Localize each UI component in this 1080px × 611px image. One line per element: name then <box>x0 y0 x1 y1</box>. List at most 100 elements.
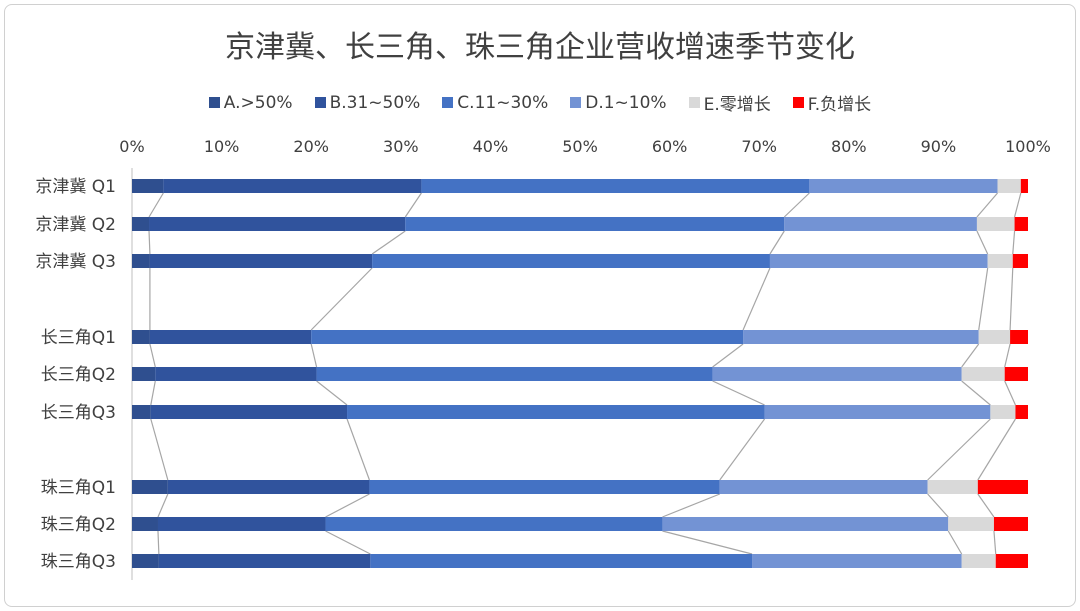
bar-segment <box>769 254 988 268</box>
series-connector-line <box>404 192 422 218</box>
bar-segment <box>370 554 753 568</box>
legend-item: C.11~30% <box>442 90 548 115</box>
bar-segment <box>150 405 348 419</box>
series-connector-line <box>1013 192 1022 218</box>
category-label: 长三角Q1 <box>41 328 116 348</box>
series-connector-line <box>712 343 744 368</box>
series-connector-line <box>976 230 989 255</box>
series-connector-line <box>148 192 164 218</box>
category-label: 京津冀 Q3 <box>35 252 116 272</box>
bar-segment <box>784 217 977 231</box>
bar-segment <box>132 480 168 494</box>
category-label: 珠三角Q3 <box>41 552 116 572</box>
bar-segment <box>149 254 373 268</box>
legend-swatch <box>442 97 454 108</box>
bar-segment <box>421 179 810 193</box>
bar-segment <box>149 217 406 231</box>
bar-segment <box>978 330 1011 344</box>
bar-segment <box>311 330 744 344</box>
series-connector-line <box>316 380 348 406</box>
bar-segment <box>809 179 998 193</box>
series-connector-line <box>150 380 156 406</box>
legend-swatch <box>792 97 804 108</box>
category-label: 珠三角Q2 <box>41 515 116 535</box>
bar-segment <box>961 554 996 568</box>
series-connector-line <box>310 267 373 331</box>
bar-segment <box>987 254 1013 268</box>
legend-item: D.1~10% <box>570 90 667 115</box>
series-connector-line <box>769 230 785 255</box>
bar-segment <box>1012 254 1028 268</box>
series-connector-line <box>1012 230 1016 255</box>
series-connector-line <box>325 493 370 518</box>
bar-segment <box>155 367 317 381</box>
chart-frame <box>4 4 1076 607</box>
legend-label: A.>50% <box>223 92 293 113</box>
bar-segment <box>132 330 150 344</box>
series-connector-line <box>371 230 406 255</box>
x-tick-label: 30% <box>383 137 419 156</box>
series-connector-line <box>149 343 156 368</box>
bar-segment <box>132 554 159 568</box>
legend-item: F.负增长 <box>792 90 871 115</box>
series-connector-line <box>977 418 1016 481</box>
bar-segment <box>149 330 312 344</box>
x-tick-label: 90% <box>921 137 957 156</box>
bar-segment <box>712 367 962 381</box>
series-connector-line <box>1009 267 1014 331</box>
bar-segment <box>132 367 156 381</box>
bar-segment <box>752 554 962 568</box>
series-connector-line <box>1004 343 1011 368</box>
bar-segment <box>372 254 770 268</box>
series-connector-line <box>961 380 991 406</box>
series-connector-line <box>947 530 963 555</box>
x-tick-label: 40% <box>473 137 509 156</box>
bar-segment <box>1004 367 1028 381</box>
series-connector-line <box>662 493 720 518</box>
legend-label: C.11~30% <box>457 92 549 113</box>
bar-segment <box>977 480 1028 494</box>
series-connector-line <box>150 418 169 481</box>
bar-segment <box>158 554 371 568</box>
bar-segment <box>662 517 949 531</box>
bar-segment <box>993 517 1028 531</box>
category-label: 京津冀 Q1 <box>35 177 116 197</box>
series-connector-line <box>310 343 318 368</box>
series-connector-line <box>157 493 169 518</box>
bar-segment <box>316 367 713 381</box>
series-connector-line <box>662 530 753 555</box>
legend-swatch <box>314 97 326 108</box>
bar-segment <box>132 179 164 193</box>
series-connector-line <box>712 380 765 406</box>
category-label: 京津冀 Q2 <box>35 215 116 235</box>
bar-segment <box>369 480 720 494</box>
legend-item: E.零增长 <box>688 90 771 115</box>
category-label: 珠三角Q1 <box>41 478 116 498</box>
series-connector-line <box>783 192 810 218</box>
bar-segment <box>132 405 151 419</box>
bar-segment <box>719 480 928 494</box>
chart-legend: A.>50% B.31~50% C.11~30% D.1~10% E.零增长 F.负增长 <box>0 90 1080 115</box>
series-connector-line <box>977 493 995 518</box>
series-connector-line <box>927 418 991 481</box>
x-tick-label: 0% <box>119 137 144 156</box>
bar-segment <box>1010 330 1028 344</box>
chart-title: 京津冀、长三角、珠三角企业营收增速季节变化 <box>225 30 855 65</box>
series-connector-line <box>325 530 371 555</box>
bar-segment <box>995 554 1028 568</box>
x-tick-label: 80% <box>831 137 867 156</box>
bar-segment <box>157 517 326 531</box>
series-connector-line <box>976 192 998 218</box>
series-connector-line <box>157 530 160 555</box>
x-tick-label: 50% <box>562 137 598 156</box>
bar-segment <box>347 405 765 419</box>
legend-label: B.31~50% <box>329 92 421 113</box>
x-tick-label: 20% <box>293 137 329 156</box>
bar-segment <box>976 217 1015 231</box>
bar-segment <box>132 517 158 531</box>
bar-segment <box>405 217 785 231</box>
bar-segment <box>167 480 370 494</box>
x-tick-label: 100% <box>1005 137 1051 156</box>
series-connector-line <box>148 230 151 255</box>
